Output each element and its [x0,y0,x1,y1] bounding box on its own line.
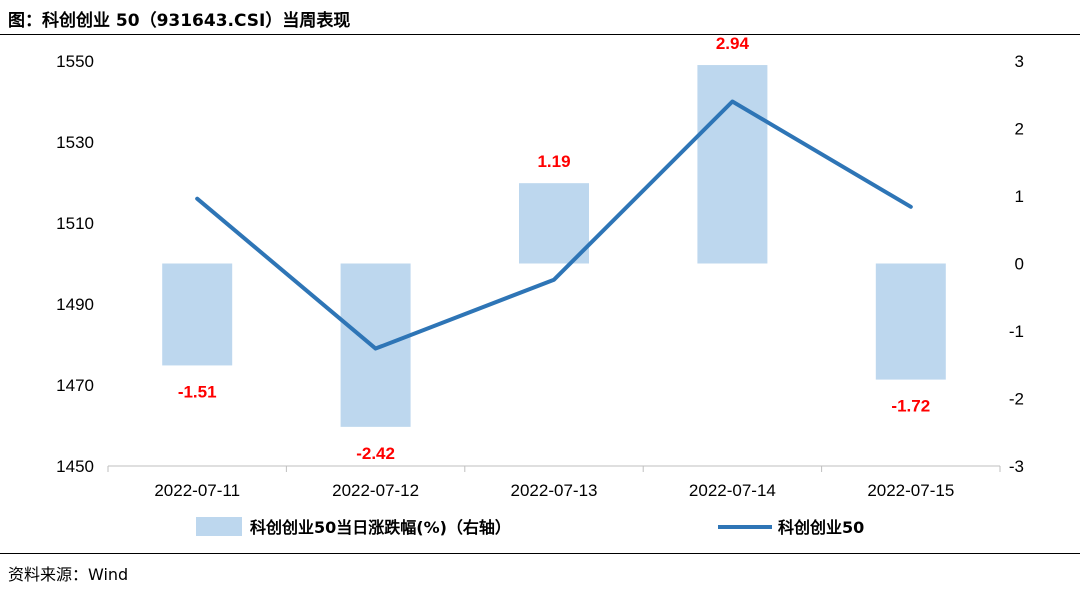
right-tick-label: 2 [1015,120,1024,139]
legend-swatch-bar [196,517,242,536]
left-tick-label: 1490 [56,295,94,314]
bottom-rule [0,553,1080,554]
left-tick-label: 1530 [56,133,94,152]
right-tick-label: 0 [1015,255,1024,274]
right-tick-label: -3 [1009,457,1024,476]
left-tick-label: 1550 [56,52,94,71]
bar-2022-07-11 [162,263,233,366]
right-tick-label: 1 [1015,187,1024,206]
right-tick-label: 3 [1015,52,1024,71]
bar-2022-07-14 [697,65,768,264]
x-tick-label-2022-07-15: 2022-07-15 [867,481,954,500]
bar-2022-07-15 [875,263,946,380]
chart-area: 2022-07-11 2022-07-12 2022-07-13 2022-07-14… [56,34,1024,537]
data-label-2022-07-11: -1.51 [178,382,217,401]
left-tick-label: 1470 [56,376,94,395]
x-tick-label-2022-07-11: 2022-07-11 [154,481,240,500]
data-label-2022-07-14: 2.94 [716,34,750,53]
x-tick-label-2022-07-14: 2022-07-14 [689,481,776,500]
bar-2022-07-13 [519,183,589,264]
legend-label-bar: 科创创业50当日涨跌幅(%)（右轴） [250,518,511,537]
chart-title: 图：科创创业 50（931643.CSI）当周表现 [8,11,351,31]
right-tick-label: -1 [1009,322,1024,341]
legend-label-line: 科创创业50 [778,518,864,537]
x-tick-label-2022-07-13: 2022-07-13 [511,481,598,500]
right-tick-label: -2 [1009,390,1024,409]
source-note: 资料来源：Wind [8,565,129,584]
data-label-2022-07-12: -2.42 [356,444,395,463]
data-label-2022-07-13: 1.19 [537,152,570,171]
left-tick-label: 1510 [56,214,94,233]
bar-2022-07-12 [340,263,411,427]
left-tick-label: 1450 [56,457,94,476]
x-tick-label-2022-07-12: 2022-07-12 [332,481,419,500]
data-label-2022-07-15: -1.72 [891,397,930,416]
top-rule [0,34,1080,35]
